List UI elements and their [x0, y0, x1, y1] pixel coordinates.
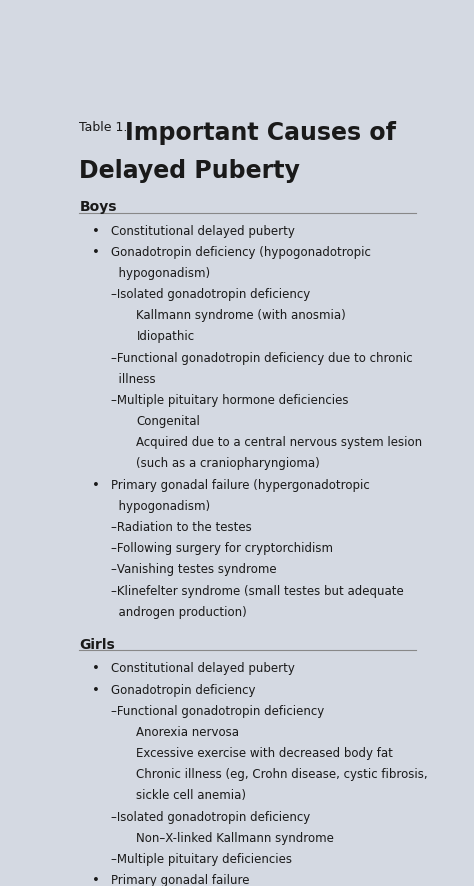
Text: Kallmann syndrome (with anosmia): Kallmann syndrome (with anosmia) [137, 309, 346, 322]
Text: Acquired due to a central nervous system lesion: Acquired due to a central nervous system… [137, 436, 422, 449]
Text: Girls: Girls [80, 637, 115, 651]
Text: –Isolated gonadotropin deficiency: –Isolated gonadotropin deficiency [110, 288, 310, 300]
Text: –Radiation to the testes: –Radiation to the testes [110, 520, 251, 533]
Text: Constitutional delayed puberty: Constitutional delayed puberty [110, 224, 294, 237]
Text: Primary gonadal failure: Primary gonadal failure [110, 873, 249, 886]
Text: –Multiple pituitary hormone deficiencies: –Multiple pituitary hormone deficiencies [110, 393, 348, 407]
Text: –Vanishing testes syndrome: –Vanishing testes syndrome [110, 563, 276, 576]
Text: Gonadotropin deficiency: Gonadotropin deficiency [110, 683, 255, 696]
Text: •: • [92, 224, 100, 237]
Text: –Following surgery for cryptorchidism: –Following surgery for cryptorchidism [110, 541, 333, 555]
Text: Delayed Puberty: Delayed Puberty [80, 159, 301, 183]
Text: •: • [92, 245, 100, 259]
Text: –Klinefelter syndrome (small testes but adequate: –Klinefelter syndrome (small testes but … [110, 584, 403, 597]
Text: Congenital: Congenital [137, 415, 201, 428]
Text: –Multiple pituitary deficiencies: –Multiple pituitary deficiencies [110, 852, 292, 865]
Text: •: • [92, 683, 100, 696]
Text: –Functional gonadotropin deficiency due to chronic: –Functional gonadotropin deficiency due … [110, 351, 412, 364]
Text: Gonadotropin deficiency (hypogonadotropic: Gonadotropin deficiency (hypogonadotropi… [110, 245, 371, 259]
Text: Primary gonadal failure (hypergonadotropic: Primary gonadal failure (hypergonadotrop… [110, 478, 369, 491]
Text: Constitutional delayed puberty: Constitutional delayed puberty [110, 662, 294, 674]
Text: (such as a craniopharyngioma): (such as a craniopharyngioma) [137, 457, 320, 470]
Text: Idiopathic: Idiopathic [137, 330, 194, 343]
Text: –Isolated gonadotropin deficiency: –Isolated gonadotropin deficiency [110, 810, 310, 823]
Text: •: • [92, 873, 100, 886]
Text: Important Causes of: Important Causes of [125, 121, 396, 145]
Text: Boys: Boys [80, 199, 117, 214]
Text: Anorexia nervosa: Anorexia nervosa [137, 725, 239, 738]
Text: Table 1.: Table 1. [80, 121, 128, 135]
Text: androgen production): androgen production) [110, 605, 246, 618]
Text: Chronic illness (eg, Crohn disease, cystic fibrosis,: Chronic illness (eg, Crohn disease, cyst… [137, 767, 428, 781]
Text: –Functional gonadotropin deficiency: –Functional gonadotropin deficiency [110, 704, 324, 717]
Text: illness: illness [110, 372, 155, 385]
Text: hypogonadism): hypogonadism) [110, 500, 210, 512]
Text: Excessive exercise with decreased body fat: Excessive exercise with decreased body f… [137, 746, 393, 759]
Text: hypogonadism): hypogonadism) [110, 267, 210, 280]
Text: Non–X-linked Kallmann syndrome: Non–X-linked Kallmann syndrome [137, 831, 334, 843]
Text: sickle cell anemia): sickle cell anemia) [137, 789, 246, 802]
Text: •: • [92, 478, 100, 491]
Text: •: • [92, 662, 100, 674]
